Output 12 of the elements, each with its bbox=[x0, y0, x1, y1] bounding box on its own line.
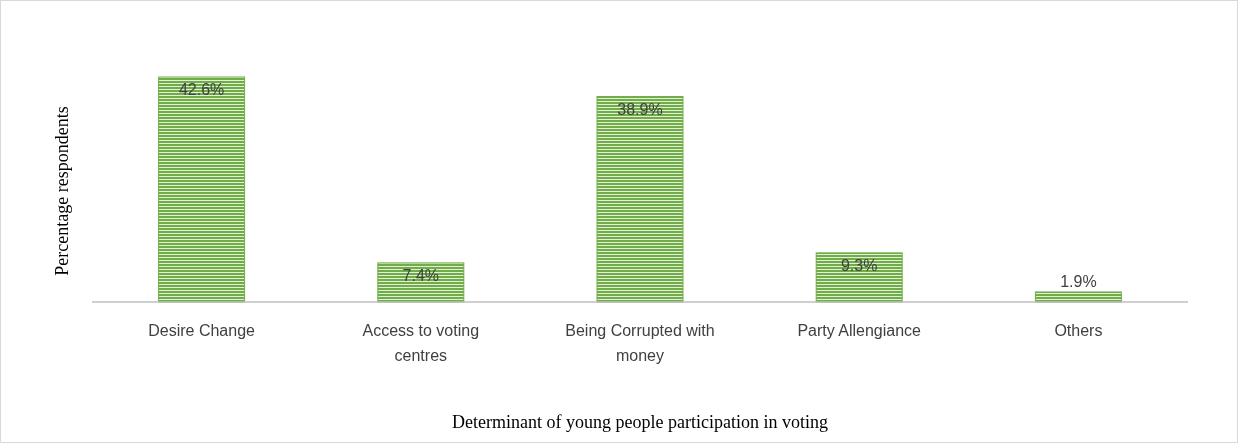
bar bbox=[815, 252, 903, 303]
data-label: 1.9% bbox=[1060, 272, 1097, 290]
x-tick-label: Others bbox=[1054, 322, 1103, 339]
x-tick-label: Access to voting centres bbox=[362, 322, 480, 364]
bar bbox=[596, 96, 684, 303]
y-axis-title: Percentage respondents bbox=[52, 106, 72, 276]
bar bbox=[158, 76, 246, 303]
x-tick-label: Being Corrupted with money bbox=[565, 322, 715, 364]
x-tick-label: Desire Change bbox=[148, 322, 256, 339]
bar bbox=[1034, 291, 1122, 303]
x-tick-label: Party Allengiance bbox=[797, 322, 922, 339]
x-axis-title: Determinant of young people participation in voting bbox=[452, 412, 828, 432]
